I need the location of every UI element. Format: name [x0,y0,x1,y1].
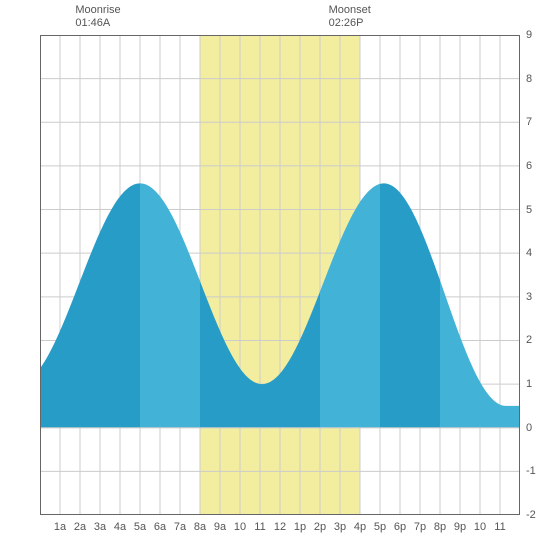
x-tick-label: 10 [234,521,246,533]
x-tick-label: 8p [434,521,446,533]
x-tick-label: 9p [454,521,466,533]
y-tick-label: -1 [526,465,542,477]
x-tick-label: 1p [294,521,306,533]
x-tick-label: 8a [194,521,206,533]
x-tick-label: 3p [334,521,346,533]
x-tick-label: 5p [374,521,386,533]
moonset-title: Moonset [329,4,371,17]
x-tick-label: 2p [314,521,326,533]
y-tick-label: 2 [526,334,542,346]
x-axis: 1a 2a 3a 4a 5a 6a 7a 8a 9a 10 11 12 1p 2p 3p 4p 5p 6p 7p 8p… [40,515,520,535]
y-tick-label: 8 [526,73,542,85]
chart-area: -2-10123456789 1a2a3a4a5a6a7a8a9a1011121… [40,35,550,540]
moonset-label: Moonset 02:26P [329,4,371,30]
moonset-time: 02:26P [329,17,371,30]
x-tick-label: 11 [254,521,265,533]
x-tick-label: 5a [134,521,146,533]
y-axis: -2-10123456789 [520,35,544,515]
tide-chart-page: Moonrise 01:46A Moonset 02:26P -2-101234… [0,0,550,550]
y-tick-label: 4 [526,247,542,259]
x-tick-label: 1a [54,521,66,533]
y-tick-label: 9 [526,29,542,41]
x-tick-label: 7a [174,521,186,533]
tide-chart-svg [40,35,520,515]
x-tick-label: 6p [394,521,406,533]
x-tick-label: 9a [214,521,226,533]
y-tick-label: 3 [526,291,542,303]
moonrise-label: Moonrise 01:46A [75,4,120,30]
x-tick-label: 4p [354,521,366,533]
y-tick-label: -2 [526,509,542,521]
moonrise-title: Moonrise [75,4,120,17]
x-tick-label: 10 [474,521,486,533]
y-tick-label: 1 [526,378,542,390]
y-tick-label: 6 [526,160,542,172]
x-tick-label: 12 [274,521,286,533]
y-tick-label: 7 [526,116,542,128]
y-tick-label: 5 [526,204,542,216]
x-tick-label: 7p [414,521,426,533]
x-tick-label: 6a [154,521,166,533]
x-tick-label: 11 [494,521,505,533]
x-tick-label: 3a [94,521,106,533]
y-tick-label: 0 [526,422,542,434]
x-tick-label: 4a [114,521,126,533]
x-tick-label: 2a [74,521,86,533]
moonrise-time: 01:46A [75,17,120,30]
